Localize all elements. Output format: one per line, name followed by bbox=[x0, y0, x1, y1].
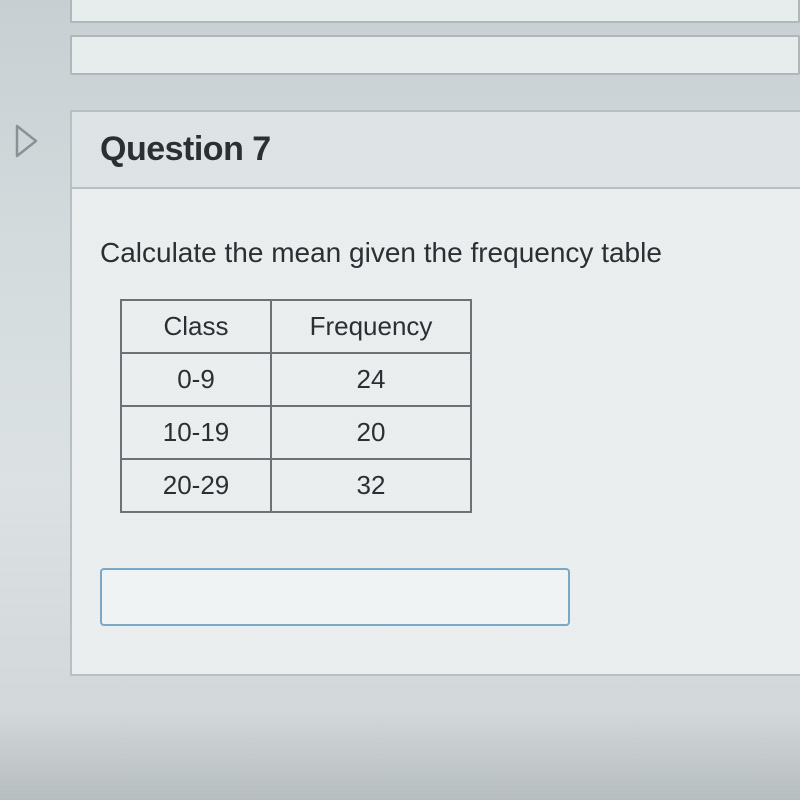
answer-input[interactable] bbox=[100, 568, 570, 626]
question-panel: Question 7 Calculate the mean given the … bbox=[70, 110, 800, 676]
table-row: 10-19 20 bbox=[121, 406, 471, 459]
table-row: 0-9 24 bbox=[121, 353, 471, 406]
question-title: Question 7 bbox=[100, 130, 772, 169]
table-cell-class: 0-9 bbox=[121, 353, 271, 406]
table-cell-class: 20-29 bbox=[121, 459, 271, 512]
table-cell-class: 10-19 bbox=[121, 406, 271, 459]
previous-question-fragments bbox=[70, 0, 800, 87]
fragment-box bbox=[70, 0, 800, 23]
table-cell-frequency: 24 bbox=[271, 353, 471, 406]
frequency-table: Class Frequency 0-9 24 10-19 20 20-29 32 bbox=[120, 299, 472, 513]
question-body: Calculate the mean given the frequency t… bbox=[72, 189, 800, 674]
table-header-row: Class Frequency bbox=[121, 300, 471, 353]
question-prompt: Calculate the mean given the frequency t… bbox=[100, 237, 772, 269]
question-header: Question 7 bbox=[72, 112, 800, 189]
table-header-class: Class bbox=[121, 300, 271, 353]
table-cell-frequency: 20 bbox=[271, 406, 471, 459]
table-cell-frequency: 32 bbox=[271, 459, 471, 512]
fragment-box bbox=[70, 35, 800, 75]
table-header-frequency: Frequency bbox=[271, 300, 471, 353]
next-question-icon[interactable] bbox=[14, 123, 42, 159]
table-row: 20-29 32 bbox=[121, 459, 471, 512]
vignette bbox=[0, 710, 800, 800]
